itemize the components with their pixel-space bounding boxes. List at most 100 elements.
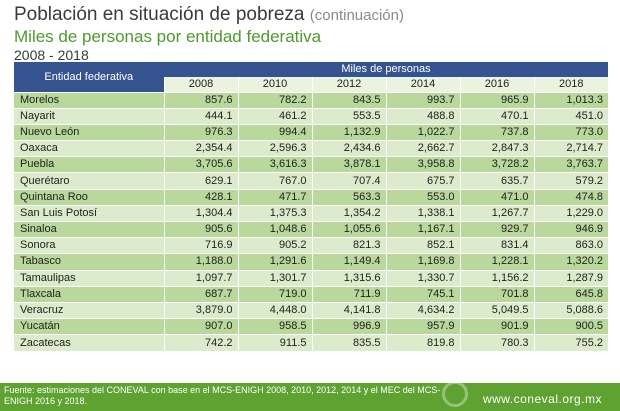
value-cell: 1,228.1 [459,253,534,271]
table-row: Sinaloa 905.6 1,048.6 1,055.6 1,167.1 929.7 94… [14,220,609,238]
value-cell: 755.2 [533,334,609,351]
entity-cell: Veracruz [14,301,164,319]
year-header-2016: 2016 [459,76,534,92]
footer-bar: Fuente: estimaciones del CONEVAL con bas… [0,381,620,411]
value-cell: 1,149.4 [311,253,386,271]
value-cell: 780.3 [459,334,534,351]
value-cell: 819.8 [385,334,460,351]
value-cell: 767.0 [237,172,312,190]
value-cell: 843.5 [311,91,386,109]
value-cell: 993.7 [385,91,460,109]
value-cell: 4,448.0 [237,301,312,319]
value-cell: 3,616.3 [237,156,312,173]
value-cell: 965.9 [459,91,534,109]
year-header-2008: 2008 [163,76,238,92]
value-cell: 2,596.3 [237,140,312,157]
table-row: Morelos 857.6 782.2 843.5 993.7 965.9 1,013.3 [14,91,609,109]
value-cell: 946.9 [533,220,609,238]
value-cell: 3,878.1 [311,156,386,173]
year-header-2012: 2012 [311,76,386,92]
value-cell: 3,958.8 [385,156,460,173]
value-cell: 553.0 [385,188,460,206]
value-cell: 994.4 [237,123,312,141]
value-cell: 471.0 [459,188,534,206]
value-cell: 563.3 [311,188,386,206]
value-cell: 1,291.6 [237,253,312,271]
value-cell: 675.7 [385,172,460,190]
value-cell: 1,055.6 [311,220,386,238]
value-cell: 3,763.7 [533,156,609,173]
value-cell: 471.7 [237,188,312,206]
value-cell: 1,304.4 [163,204,238,222]
value-cell: 857.6 [163,91,238,109]
table-body: Morelos 857.6 782.2 843.5 993.7 965.9 1,013.3 N… [14,91,609,351]
value-cell: 2,714.7 [533,140,609,157]
poverty-table: Entidad federativa Miles de personas 200… [14,62,609,351]
value-cell: 629.1 [163,172,238,190]
value-cell: 773.0 [533,123,609,141]
value-cell: 488.8 [385,107,460,125]
value-cell: 1,315.6 [311,269,386,287]
value-cell: 461.2 [237,107,312,125]
value-cell: 707.4 [311,172,386,190]
table-row: Sonora 716.9 905.2 821.3 852.1 831.4 863.0 [14,237,609,254]
value-cell: 737.8 [459,123,534,141]
entity-cell: Quintana Roo [14,188,164,206]
value-cell: 1,097.7 [163,269,238,287]
value-cell: 444.1 [163,107,238,125]
value-cell: 1,338.1 [385,204,460,222]
value-cell: 553.5 [311,107,386,125]
entity-cell: Nuevo León [14,123,164,141]
value-cell: 470.1 [459,107,534,125]
watermark-ring-icon [442,381,468,407]
value-cell: 3,705.6 [163,156,238,173]
value-cell: 976.3 [163,123,238,141]
value-cell: 635.7 [459,172,534,190]
value-cell: 2,662.7 [385,140,460,157]
year-header-2018: 2018 [533,76,609,92]
entity-cell: Puebla [14,156,164,173]
table-row: Tlaxcala 687.7 719.0 711.9 745.1 701.8 645.8 [14,285,609,303]
entity-column-header: Entidad federativa [14,62,164,92]
table-row: Querétaro 629.1 767.0 707.4 675.7 635.7 579.2 [14,172,609,190]
table-row: Quintana Roo 428.1 471.7 563.3 553.0 471.0 474… [14,188,609,206]
value-cell: 2,434.6 [311,140,386,157]
value-cell: 451.0 [533,107,609,125]
value-cell: 907.0 [163,318,238,335]
value-cell: 1,188.0 [163,253,238,271]
value-cell: 1,229.0 [533,204,609,222]
table-row: Tabasco 1,188.0 1,291.6 1,149.4 1,169.8 1,228… [14,253,609,271]
value-cell: 2,847.3 [459,140,534,157]
value-cell: 1,375.3 [237,204,312,222]
table-row: San Luis Potosí 1,304.4 1,375.3 1,354.2 1,33… [14,204,609,222]
website-link[interactable]: www.coneval.org.mx [482,392,602,406]
title-suffix: (continuación) [309,7,404,24]
year-header-2010: 2010 [237,76,312,92]
value-cell: 742.2 [163,334,238,351]
year-header-2014: 2014 [385,76,460,92]
value-cell: 1,167.1 [385,220,460,238]
value-cell: 2,354.4 [163,140,238,157]
value-cell: 835.5 [311,334,386,351]
page-title: Población en situación de pobreza (conti… [14,4,614,27]
value-cell: 711.9 [311,285,386,303]
period-label: 2008 - 2018 [14,47,89,63]
table-row: Nuevo León 976.3 994.4 1,132.9 1,022.7 737.8 7… [14,123,609,141]
value-cell: 782.2 [237,91,312,109]
value-cell: 687.7 [163,285,238,303]
value-cell: 1,132.9 [311,123,386,141]
table-row: Zacatecas 742.2 911.5 835.5 819.8 780.3 755.2 [14,334,609,351]
page-subtitle: Miles de personas por entidad federativa [14,27,322,46]
value-cell: 905.2 [237,237,312,254]
value-cell: 831.4 [459,237,534,254]
value-cell: 1,267.7 [459,204,534,222]
entity-cell: Sonora [14,237,164,254]
value-cell: 3,728.2 [459,156,534,173]
entity-cell: Yucatán [14,318,164,335]
value-cell: 701.8 [459,285,534,303]
title-block: Población en situación de pobreza (conti… [14,4,614,64]
value-cell: 1,048.6 [237,220,312,238]
value-cell: 1,301.7 [237,269,312,287]
value-cell: 579.2 [533,172,609,190]
table-row: Nayarit 444.1 461.2 553.5 488.8 470.1 451.0 [14,107,609,125]
